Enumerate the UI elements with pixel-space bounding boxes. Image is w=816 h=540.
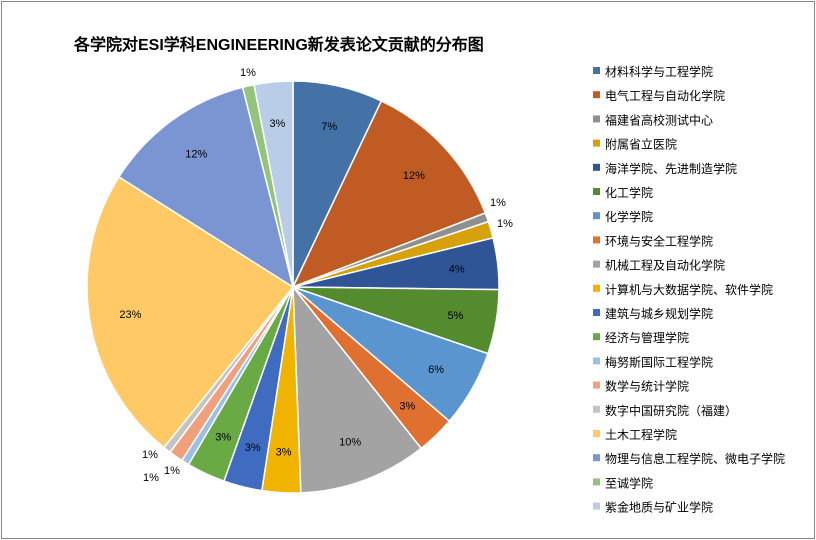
data-label: 3%	[269, 118, 285, 130]
legend-label: 紫金地质与矿业学院	[605, 500, 713, 515]
data-label: 1%	[142, 449, 158, 461]
legend-label: 经济与管理学院	[605, 330, 689, 345]
pie-slice	[117, 86, 295, 289]
legend-swatch	[593, 333, 600, 341]
data-label: 1%	[164, 465, 180, 477]
data-label: 6%	[428, 364, 444, 376]
legend-label: 数学与统计学院	[605, 379, 689, 394]
data-label: 1%	[497, 218, 513, 230]
pie-slices	[86, 80, 500, 494]
data-label: 23%	[119, 309, 141, 321]
legend-label: 附属省立医院	[605, 137, 677, 152]
legend-label: 土木工程学院	[605, 427, 677, 442]
legend-swatch	[593, 381, 600, 389]
legend-label: 数字中国研究院（福建）	[605, 403, 737, 418]
legend-swatch	[593, 309, 600, 316]
legend-label: 环境与安全工程学院	[605, 233, 713, 248]
legend-swatch	[593, 357, 600, 365]
data-label: 12%	[185, 149, 207, 161]
data-label: 1%	[143, 472, 159, 484]
legend-swatch	[593, 115, 600, 123]
data-label: 3%	[276, 447, 292, 459]
legend-label: 材料科学与工程学院	[605, 64, 713, 79]
legend: 材料科学与工程学院电气工程与自动化学院福建省高校测试中心附属省立医院海洋学院、先…	[593, 64, 785, 515]
legend-swatch	[593, 478, 600, 486]
legend-label: 福建省高校测试中心	[605, 112, 713, 127]
legend-swatch	[593, 405, 600, 413]
legend-label: 电气工程与自动化学院	[605, 88, 725, 103]
pie-slice	[292, 284, 423, 494]
data-label: 1%	[240, 67, 256, 79]
legend-label: 梅努斯国际工程学院	[605, 354, 713, 369]
legend-label: 海洋学院、先进制造学院	[605, 161, 737, 176]
legend-swatch	[593, 260, 600, 268]
legend-label: 建筑与城乡规划学院	[605, 306, 713, 321]
chart-title: 各学院对ESI学科ENGINEERING新发表论文贡献的分布图	[73, 35, 484, 54]
data-label: 12%	[403, 170, 425, 182]
pie-slice	[291, 99, 487, 289]
legend-swatch	[593, 67, 600, 74]
data-label: 10%	[339, 437, 361, 449]
pie-data-labels: 7% 12% 1% 1% 4% 5% 6% 3% 10% 3% 3% 3% 1% 1% 1% 23% 12% 1%…	[119, 67, 513, 484]
legend-swatch	[593, 163, 600, 171]
legend-swatch	[593, 188, 600, 195]
legend-label: 物理与信息工程学院、微电子学院	[605, 451, 785, 466]
legend-swatch	[593, 454, 600, 462]
data-label: 4%	[449, 263, 465, 275]
legend-label: 机械工程及自动化学院	[605, 258, 725, 273]
data-label: 5%	[447, 310, 463, 322]
data-label: 1%	[490, 197, 506, 209]
legend-label: 化学学院	[605, 209, 653, 224]
legend-swatch	[593, 139, 600, 147]
data-label: 3%	[399, 401, 415, 413]
legend-label: 计算机与大数据学院、软件学院	[605, 282, 773, 297]
pie-slice	[86, 175, 295, 449]
data-label: 3%	[245, 442, 261, 454]
data-label: 7%	[321, 121, 337, 133]
data-label: 3%	[215, 431, 231, 443]
legend-label: 化工学院	[605, 185, 653, 200]
legend-swatch	[593, 502, 600, 510]
pie-slice	[253, 80, 294, 288]
legend-swatch	[593, 284, 600, 292]
legend-label: 至诚学院	[605, 475, 653, 490]
legend-swatch	[593, 236, 600, 244]
legend-swatch	[593, 91, 600, 99]
legend-swatch	[593, 212, 600, 220]
legend-swatch	[593, 430, 600, 437]
